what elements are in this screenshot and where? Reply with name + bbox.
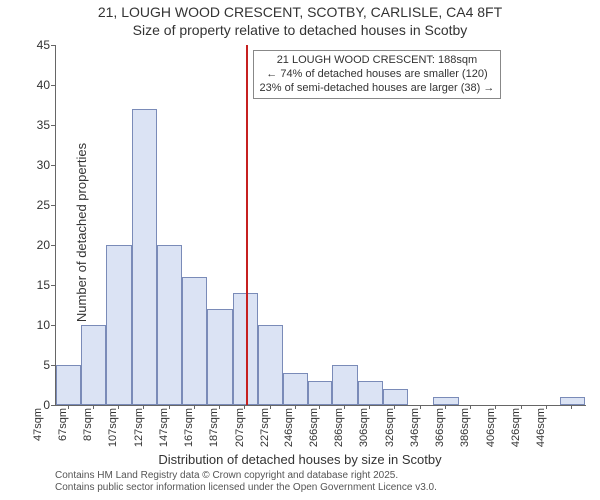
x-tick-mark — [571, 405, 572, 409]
y-tick-label: 15 — [10, 278, 50, 292]
y-tick-label: 25 — [10, 198, 50, 212]
histogram-bar — [308, 381, 332, 405]
y-tick-mark — [51, 325, 55, 326]
histogram-bar — [207, 309, 232, 405]
y-tick-mark — [51, 45, 55, 46]
histogram-bar — [358, 381, 383, 405]
y-tick-label: 20 — [10, 238, 50, 252]
y-tick-mark — [51, 405, 55, 406]
histogram-bar — [157, 245, 182, 405]
y-tick-label: 10 — [10, 318, 50, 332]
annotation-box: 21 LOUGH WOOD CRESCENT: 188sqm← 74% of d… — [253, 50, 502, 99]
histogram-bar — [383, 389, 408, 405]
histogram-bar — [433, 397, 458, 405]
x-axis-label: Distribution of detached houses by size … — [0, 452, 600, 467]
y-tick-mark — [51, 285, 55, 286]
plot-area: 21 LOUGH WOOD CRESCENT: 188sqm← 74% of d… — [55, 45, 586, 406]
histogram-bar — [283, 373, 308, 405]
histogram-bar — [132, 109, 157, 405]
histogram-bar — [332, 365, 357, 405]
y-tick-mark — [51, 85, 55, 86]
y-tick-mark — [51, 125, 55, 126]
y-tick-label: 40 — [10, 78, 50, 92]
footnote-line1: Contains HM Land Registry data © Crown c… — [55, 470, 437, 482]
y-tick-mark — [51, 205, 55, 206]
histogram-bar — [258, 325, 283, 405]
y-tick-label: 5 — [10, 358, 50, 372]
chart-container: 21, LOUGH WOOD CRESCENT, SCOTBY, CARLISL… — [0, 0, 600, 500]
annotation-line1: 21 LOUGH WOOD CRESCENT: 188sqm — [260, 54, 495, 68]
histogram-bar — [56, 365, 81, 405]
histogram-bar — [560, 397, 585, 405]
y-tick-mark — [51, 245, 55, 246]
annotation-line2: ← 74% of detached houses are smaller (12… — [260, 68, 495, 82]
y-tick-label: 45 — [10, 38, 50, 52]
y-tick-label: 0 — [10, 398, 50, 412]
y-tick-label: 35 — [10, 118, 50, 132]
y-tick-mark — [51, 165, 55, 166]
annotation-line3: 23% of semi-detached houses are larger (… — [260, 82, 495, 96]
y-tick-mark — [51, 365, 55, 366]
footnote-line2: Contains public sector information licen… — [55, 482, 437, 494]
y-tick-label: 30 — [10, 158, 50, 172]
histogram-bar — [182, 277, 207, 405]
reference-line — [246, 45, 248, 405]
footnote: Contains HM Land Registry data © Crown c… — [55, 470, 437, 494]
histogram-bar — [81, 325, 106, 405]
chart-title-line1: 21, LOUGH WOOD CRESCENT, SCOTBY, CARLISL… — [0, 4, 600, 20]
histogram-bar — [106, 245, 131, 405]
chart-title-line2: Size of property relative to detached ho… — [0, 22, 600, 38]
